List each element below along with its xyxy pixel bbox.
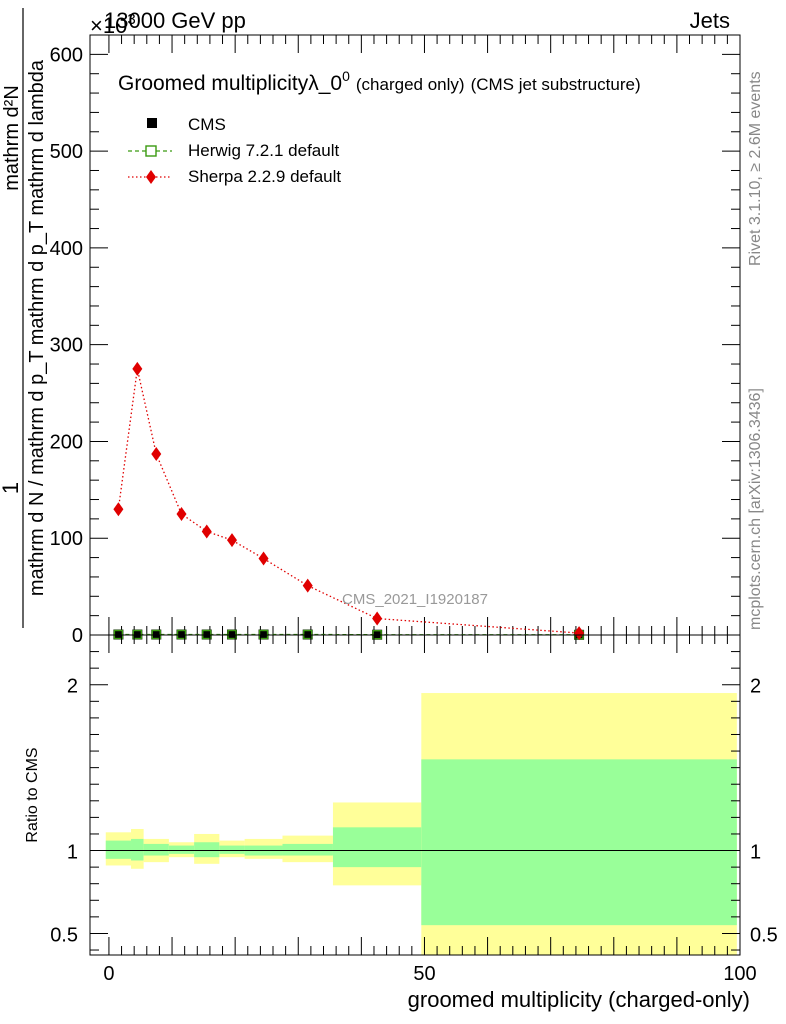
legend-marker-herwig [145,145,157,157]
ratio-ytick-label-right: 2 [750,676,761,698]
legend-entry-herwig: Herwig 7.2.1 default [128,141,339,160]
ylabel-denominator: mathrm d N / mathrm d p_T mathrm d p_T m… [26,59,48,596]
ratio-y-axis-label: Ratio to CMS [24,747,41,842]
legend-label-cms: CMS [188,115,226,134]
y-scale-exponent: ×103 [90,11,136,38]
ratio-xtick-label: 50 [413,963,435,985]
ratio-band-inner [143,843,169,856]
x-axis-label: groomed multiplicity (charged-only) [408,987,750,1012]
rivet-label: Rivet 3.1.10, ≥ 2.6M events [747,71,764,266]
ratio-axis-ticks: 0.5 0.5 1 1 2 2 0 50 100 [50,635,778,985]
ratio-ytick-label-left: 0.5 [50,924,78,946]
sherpa-line [117,368,580,634]
main-ytick-label: 400 [50,238,83,260]
main-ytick-label: 600 [50,44,83,66]
mcplots-label: mcplots.cern.ch [arXiv:1306.3436] [747,388,764,630]
ratio-plot-frame [89,634,741,956]
legend-entry-sherpa: Sherpa 2.2.9 default [128,167,341,186]
main-ytick-label: 100 [50,528,83,550]
header-right: Jets [690,8,730,33]
sherpa-point [258,551,269,566]
ratio-bands [105,693,737,955]
watermark: CMS_2021_I1920187 [342,591,488,608]
ratio-band-inner [105,840,132,859]
main-ytick-label: 500 [50,141,83,163]
main-ytick-label: 200 [50,431,83,453]
sherpa-point [151,447,162,462]
header-left: 13000 GeV pp [104,8,246,33]
ratio-band-inner [168,845,195,854]
sherpa-point [113,502,124,517]
main-ytick-label: 0 [72,625,83,647]
ratio-xtick-label: 0 [103,963,114,985]
sherpa-point [372,611,383,626]
ratio-band-inner [131,838,144,861]
sherpa-point [201,524,212,539]
ratio-ytick-label-right: 0.5 [750,924,778,946]
ylabel-numerator: 1 [0,482,23,494]
sherpa-point [226,533,237,548]
legend-label-sherpa: Sherpa 2.2.9 default [188,167,341,186]
ylabel-numerator-2: mathrm d²N [1,85,23,191]
legend-entry-cms: CMS [147,115,226,134]
chart-title: Groomed multiplicityλ_00 (charged only) (C… [118,68,641,95]
main-y-axis-label: 1 mathrm d²N mathrm d N / mathrm d p_T m… [0,8,48,628]
ratio-ytick-label-left: 1 [67,842,78,864]
sherpa-point [574,626,585,641]
legend-label-herwig: Herwig 7.2.1 default [188,141,339,160]
sherpa-point [132,361,143,376]
legend-marker-cms [147,118,157,128]
legend-marker-sherpa [146,170,156,184]
ratio-band-inner [282,843,333,856]
sherpa-point [302,578,313,593]
ratio-band-inner [219,845,245,854]
ratio-band-inner [421,759,737,926]
legend: CMS Herwig 7.2.1 default Sherpa 2.2.9 de… [128,115,341,186]
ratio-band-inner [332,827,422,868]
ratio-band-inner [194,842,220,858]
sherpa-point [176,507,187,522]
ratio-ytick-label-right: 1 [750,842,761,864]
ratio-xtick-label: 100 [723,963,756,985]
ratio-ytick-label-left: 2 [67,676,78,698]
main-ytick-label: 300 [50,335,83,357]
